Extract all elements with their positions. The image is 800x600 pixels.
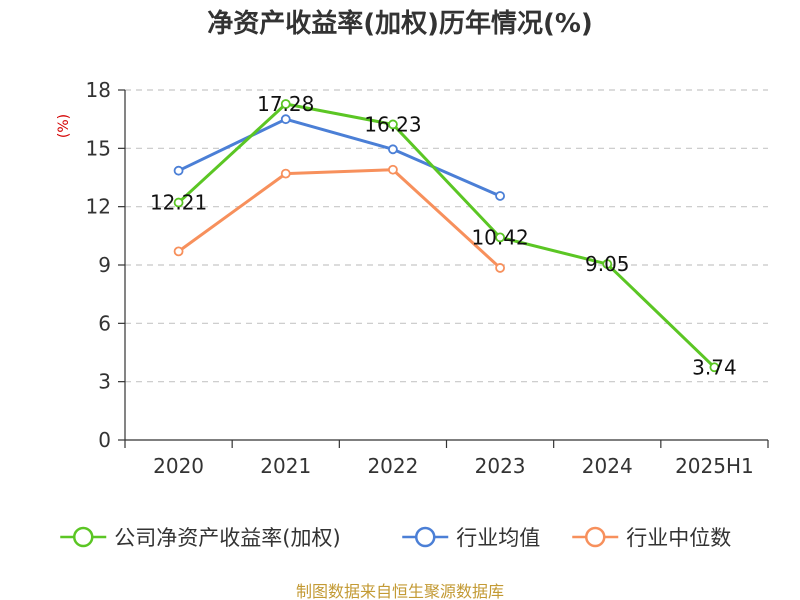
legend-label: 行业均值 [456, 526, 540, 550]
x-tick-label: 2023 [475, 454, 526, 478]
x-tick-label: 2024 [582, 454, 633, 478]
legend-item[interactable]: 行业均值 [402, 526, 540, 550]
y-tick-label: 18 [86, 78, 111, 102]
source-note: 制图数据来自恒生聚源数据库 [296, 582, 504, 600]
legend-marker [73, 526, 94, 548]
data-point[interactable] [495, 263, 505, 273]
series-group [173, 99, 720, 373]
y-tick-label: 3 [98, 370, 111, 394]
data-point[interactable] [173, 197, 184, 208]
x-tick-label: 2022 [367, 454, 418, 478]
legend-label: 公司净资产收益率(加权) [114, 526, 340, 550]
legend-item[interactable]: 行业中位数 [572, 526, 731, 550]
data-point[interactable] [495, 232, 505, 243]
legend-marker [415, 526, 436, 548]
series-line [177, 168, 502, 270]
legend-label: 行业中位数 [626, 526, 731, 550]
data-point[interactable] [709, 362, 720, 373]
y-tick-label: 0 [98, 428, 111, 452]
data-point[interactable] [388, 119, 398, 130]
data-label: 10.42 [471, 225, 528, 249]
data-label: 9.05 [585, 252, 630, 276]
x-tick-label: 2025H1 [675, 454, 754, 478]
chart-title: 净资产收益率(加权)历年情况(%) [207, 8, 593, 39]
y-axis-label: (%) [56, 114, 72, 138]
data-label: 12.21 [150, 191, 207, 215]
data-label: 17.28 [257, 92, 314, 116]
data-label: 3.74 [692, 355, 737, 379]
x-tick-label: 2021 [260, 454, 311, 478]
data-point[interactable] [280, 168, 291, 179]
data-point[interactable] [388, 144, 398, 155]
data-point[interactable] [495, 191, 505, 201]
data-point[interactable] [602, 259, 613, 269]
data-point[interactable] [173, 246, 184, 257]
grid-lines [125, 89, 768, 383]
legend-marker [585, 526, 606, 548]
data-point[interactable] [280, 99, 291, 109]
data-label: 16.23 [364, 112, 421, 136]
y-tick-label: 6 [98, 311, 111, 335]
legend-item[interactable]: 公司净资产收益率(加权) [60, 526, 341, 550]
y-tick-label: 12 [86, 195, 111, 219]
y-tick-label: 15 [86, 136, 111, 160]
data-point[interactable] [280, 114, 291, 125]
series-line [177, 117, 501, 198]
x-tick-label: 2020 [153, 454, 204, 478]
legend[interactable]: 公司净资产收益率(加权) 行业均值 行业中位数 [60, 526, 731, 550]
axes: 0 3 6 9 12 15 18 2020 2021 2022 2023 2024 2025H1 [86, 78, 769, 478]
data-labels: 12.21 17.28 16.23 10.42 9.05 3.74 [150, 92, 737, 379]
series-line [177, 102, 716, 369]
y-tick-label: 9 [98, 253, 111, 277]
data-point[interactable] [173, 165, 184, 176]
data-point[interactable] [388, 164, 398, 175]
